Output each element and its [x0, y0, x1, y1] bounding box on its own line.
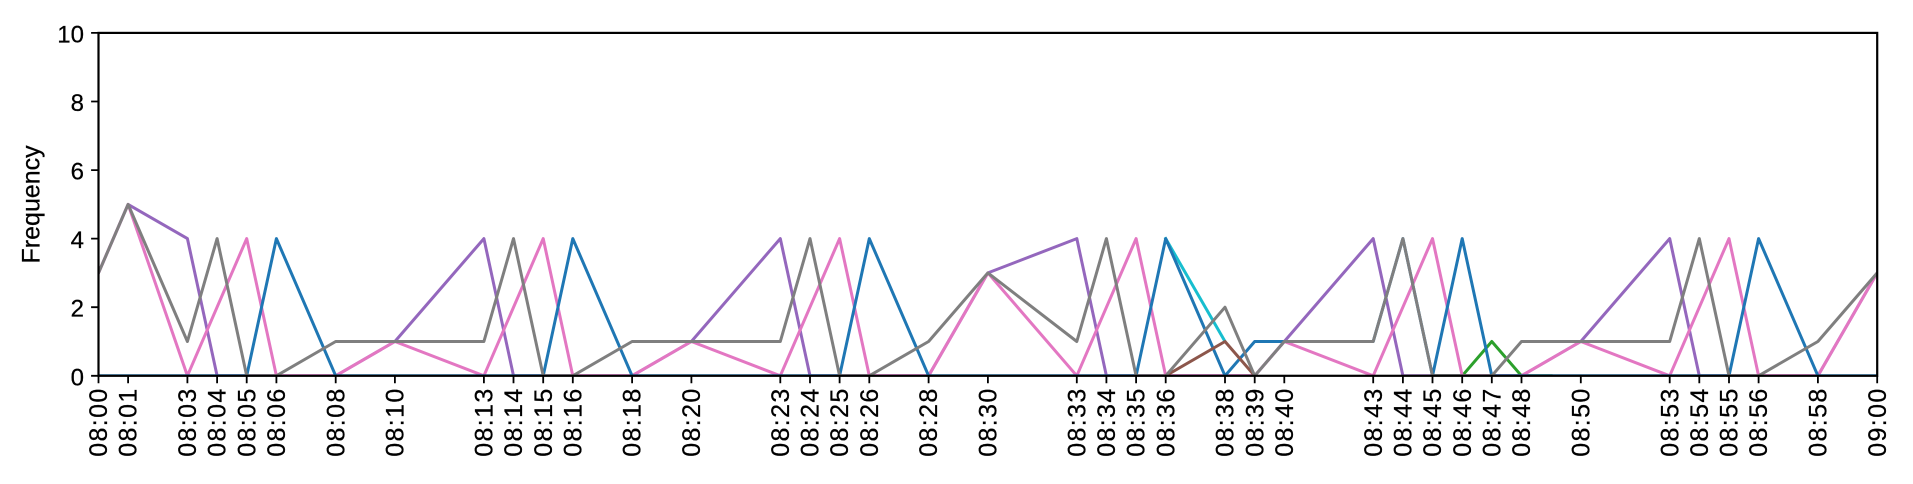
- svg-text:08:26: 08:26: [856, 387, 884, 456]
- svg-text:08:40: 08:40: [1271, 387, 1299, 456]
- svg-text:08:25: 08:25: [826, 387, 854, 456]
- svg-text:08:54: 08:54: [1686, 387, 1714, 456]
- svg-text:08:55: 08:55: [1716, 387, 1744, 456]
- svg-text:08:16: 08:16: [559, 387, 587, 456]
- svg-text:08:50: 08:50: [1567, 387, 1595, 456]
- svg-text:08:28: 08:28: [915, 387, 943, 456]
- svg-text:08:03: 08:03: [174, 387, 202, 456]
- svg-text:08:45: 08:45: [1419, 387, 1447, 456]
- svg-text:08:18: 08:18: [619, 387, 647, 456]
- svg-text:09:00: 09:00: [1864, 387, 1892, 456]
- svg-text:08:48: 08:48: [1508, 387, 1536, 456]
- svg-text:08:43: 08:43: [1360, 387, 1388, 456]
- svg-text:08:13: 08:13: [471, 387, 499, 456]
- svg-text:08:01: 08:01: [115, 387, 143, 456]
- svg-text:08:30: 08:30: [975, 387, 1003, 456]
- svg-text:4: 4: [71, 227, 84, 254]
- svg-text:08:39: 08:39: [1241, 387, 1269, 456]
- svg-text:08:06: 08:06: [263, 387, 291, 456]
- svg-text:08:33: 08:33: [1063, 387, 1091, 456]
- svg-text:08:35: 08:35: [1123, 387, 1151, 456]
- svg-text:08:47: 08:47: [1478, 387, 1506, 456]
- svg-text:08:00: 08:00: [85, 387, 113, 456]
- svg-text:08:38: 08:38: [1212, 387, 1240, 456]
- svg-text:0: 0: [71, 364, 84, 391]
- svg-text:08:04: 08:04: [204, 387, 232, 456]
- svg-text:08:53: 08:53: [1656, 387, 1684, 456]
- svg-text:6: 6: [71, 159, 84, 186]
- svg-text:8: 8: [71, 90, 84, 117]
- svg-text:08:24: 08:24: [797, 387, 825, 456]
- svg-text:08:05: 08:05: [233, 387, 261, 456]
- svg-text:08:10: 08:10: [382, 387, 410, 456]
- svg-text:08:58: 08:58: [1805, 387, 1833, 456]
- svg-text:08:15: 08:15: [530, 387, 558, 456]
- svg-text:08:56: 08:56: [1745, 387, 1773, 456]
- svg-text:2: 2: [71, 296, 84, 323]
- svg-text:08:20: 08:20: [678, 387, 706, 456]
- svg-text:08:44: 08:44: [1390, 387, 1418, 456]
- svg-text:08:23: 08:23: [767, 387, 795, 456]
- svg-text:08:34: 08:34: [1093, 387, 1121, 456]
- svg-text:08:14: 08:14: [500, 387, 528, 456]
- svg-text:08:08: 08:08: [322, 387, 350, 456]
- svg-text:08:36: 08:36: [1152, 387, 1180, 456]
- svg-text:Frequency: Frequency: [18, 145, 46, 264]
- svg-text:10: 10: [57, 21, 84, 48]
- svg-text:08:46: 08:46: [1449, 387, 1477, 456]
